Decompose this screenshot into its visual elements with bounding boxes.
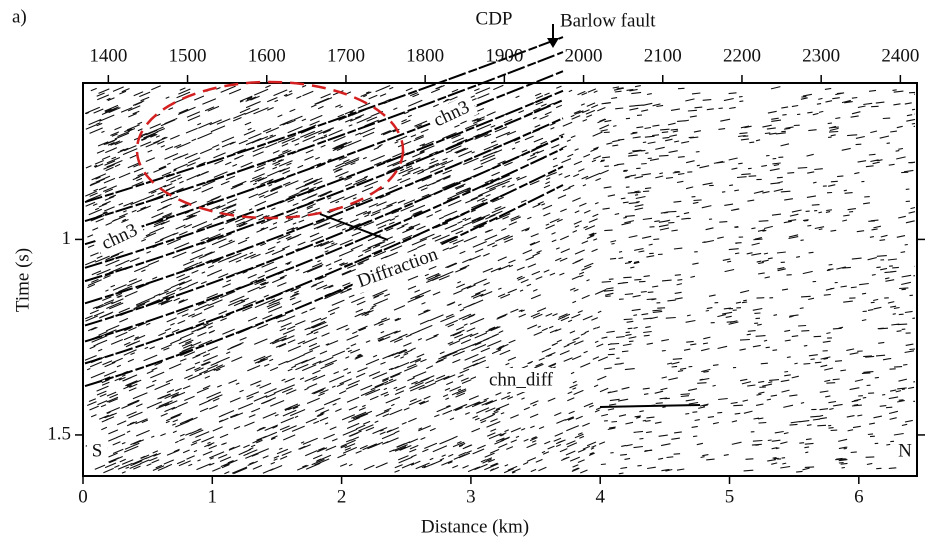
- x-tick-label: 3: [466, 486, 476, 507]
- cdp-tick-label: 1900: [485, 45, 523, 66]
- x-tick-label: 4: [595, 486, 605, 507]
- channel-label: chn_diff: [489, 369, 554, 390]
- cdp-tick-label: 1800: [406, 45, 444, 66]
- cdp-tick-label: 1600: [248, 45, 286, 66]
- bottom-axis-title: Distance (km): [421, 516, 529, 537]
- north-label: N: [898, 440, 912, 461]
- plot-frame: [82, 82, 918, 477]
- label-backdrop: [425, 93, 479, 135]
- cdp-tick-label: 2400: [881, 45, 919, 66]
- label-backdrop: [93, 216, 147, 258]
- diffraction-pointer: [319, 213, 389, 241]
- strong-reflectors: [84, 36, 564, 388]
- x-tick-label: 2: [337, 486, 347, 507]
- fault-arrow-head: [547, 38, 559, 48]
- highlight-ellipse: [135, 80, 405, 220]
- label-backdrop: [476, 368, 566, 392]
- cdp-tick-label: 2100: [644, 45, 682, 66]
- channel-reflector: [599, 404, 701, 408]
- cdp-tick-label: 2200: [723, 45, 761, 66]
- x-tick-label: 0: [78, 486, 88, 507]
- cdp-tick-label: 2000: [565, 45, 603, 66]
- south-label: S: [92, 440, 103, 461]
- x-tick-label: 1: [208, 486, 218, 507]
- seismic-section: [84, 36, 916, 475]
- left-axis-title: Time (s): [12, 248, 33, 312]
- label-backdrop: [349, 241, 447, 295]
- cdp-tick-label: 1700: [327, 45, 365, 66]
- cdp-tick-label: 1500: [169, 45, 207, 66]
- label-backdrop: [894, 440, 916, 464]
- fault-label: Barlow fault: [560, 10, 656, 31]
- label-backdrop: [87, 440, 107, 464]
- x-tick-label: 6: [854, 486, 864, 507]
- y-tick-label: 1.5: [47, 423, 71, 444]
- y-tick-label: 1: [62, 228, 72, 249]
- cdp-tick-label: 1400: [89, 45, 127, 66]
- seismic-wiggles: [84, 84, 916, 475]
- cdp-tick-label: 2300: [802, 45, 840, 66]
- panel-label: a): [12, 6, 27, 27]
- top-axis-title: CDP: [476, 8, 513, 29]
- x-tick-label: 5: [725, 486, 735, 507]
